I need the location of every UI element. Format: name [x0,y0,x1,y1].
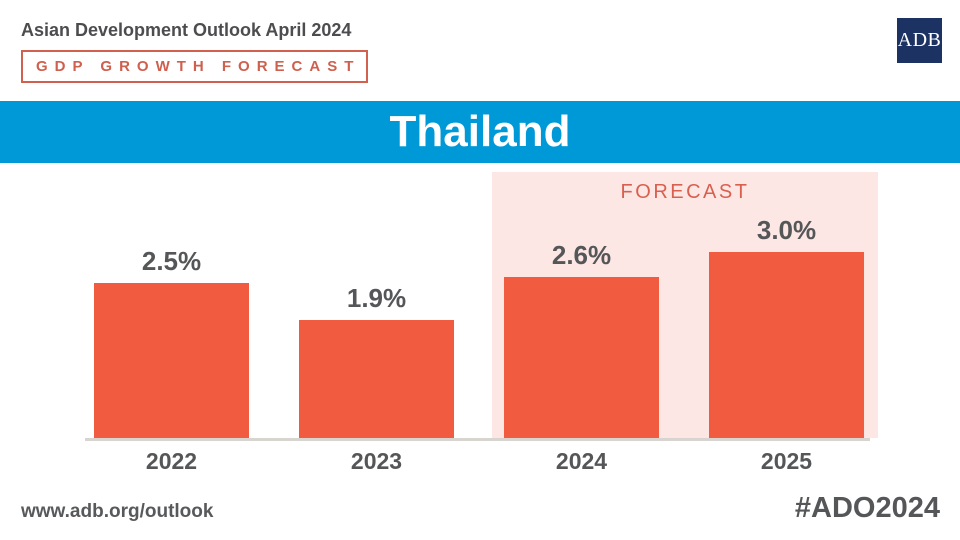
x-axis-label-2025: 2025 [760,448,813,474]
bar-2023 [299,320,454,438]
bar-value-label-2025: 3.0% [756,215,817,245]
bar-2024 [504,277,659,438]
report-title: Asian Development Outlook April 2024 [21,20,352,40]
x-axis-label-2024: 2024 [555,448,608,474]
bar-value-label-2022: 2.5% [141,246,202,276]
x-axis-line [85,438,870,441]
bar-2025 [709,252,864,438]
adb-logo: ADB [897,18,942,63]
gdp-growth-forecast-badge: GDP GROWTH FORECAST [21,50,369,83]
forecast-label: FORECAST [620,181,750,203]
bar-2022 [94,283,249,438]
website-url: www.adb.org/outlook [21,501,214,522]
bar-value-label-2024: 2.6% [551,240,612,270]
x-axis-label-2022: 2022 [145,448,198,474]
country-banner: Thailand [0,101,960,163]
x-axis-label-2023: 2023 [350,448,403,474]
hashtag: #ADO2024 [794,492,940,524]
adb-logo-text: ADB [897,29,942,51]
country-name: Thailand [389,107,571,156]
bar-value-label-2023: 1.9% [346,283,407,313]
